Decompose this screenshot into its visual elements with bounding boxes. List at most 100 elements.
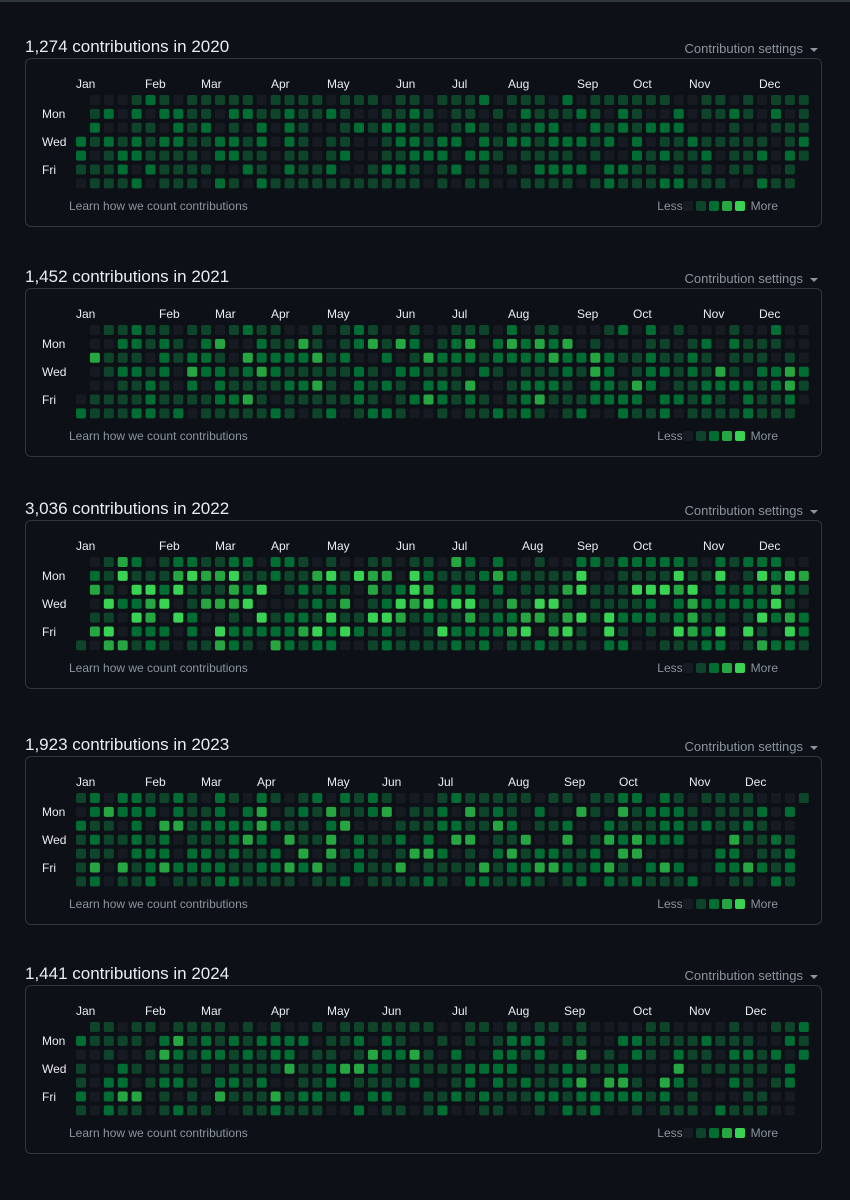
day-cell [701, 1022, 712, 1032]
day-cell [145, 164, 156, 175]
day-cell [173, 570, 184, 581]
learn-how-we-count-link[interactable]: Learn how we count contributions [69, 199, 248, 213]
day-cell [215, 1035, 225, 1046]
day-cell [520, 108, 531, 119]
day-cell [645, 626, 656, 637]
day-cell [145, 394, 156, 405]
day-cell [548, 1049, 559, 1060]
day-cell [771, 612, 781, 623]
day-cell [673, 612, 684, 623]
day-cell [757, 598, 768, 609]
day-cell [173, 584, 184, 595]
day-cell [298, 848, 309, 859]
day-cell [715, 1091, 726, 1102]
day-cell [506, 408, 517, 419]
day-cell [256, 834, 267, 845]
day-cell [228, 366, 239, 377]
day-cell [270, 640, 281, 651]
day-cell [673, 1049, 684, 1060]
day-label-mon: Mon [42, 1034, 66, 1048]
day-cell [729, 834, 740, 845]
day-cell [729, 626, 740, 637]
day-cell [312, 380, 323, 391]
day-cell [89, 1049, 100, 1060]
contribution-settings-button[interactable]: Contribution settings [684, 503, 818, 518]
day-label-mon: Mon [42, 569, 66, 583]
day-cell [465, 366, 476, 377]
day-cell [270, 394, 281, 405]
day-cell [701, 122, 712, 133]
day-cell [89, 862, 100, 873]
day-cell [367, 557, 378, 567]
day-cell [729, 862, 740, 873]
day-cell [298, 584, 309, 595]
day-cell [409, 178, 420, 189]
day-cell [465, 150, 476, 161]
day-cell [145, 626, 156, 637]
contribution-calendar: Jan Feb Mar Apr May Jun Jul Aug Sep Oct … [25, 756, 822, 925]
legend-more-label: More [750, 897, 778, 911]
day-cell [548, 570, 559, 581]
day-cell [632, 626, 642, 637]
day-cell [326, 1063, 337, 1074]
day-cell [729, 1035, 740, 1046]
day-cell [701, 820, 712, 831]
day-cell [479, 862, 490, 873]
day-cell [645, 164, 656, 175]
day-cell [298, 136, 309, 147]
legend-level-3 [721, 201, 732, 211]
month-label-mar: Mar [215, 539, 236, 553]
learn-how-we-count-link[interactable]: Learn how we count contributions [69, 897, 248, 911]
day-cell [548, 806, 559, 817]
day-cell [798, 570, 809, 581]
learn-how-we-count-link[interactable]: Learn how we count contributions [69, 429, 248, 443]
day-cell [604, 1049, 615, 1060]
day-cell [354, 164, 364, 175]
day-cell [201, 820, 212, 831]
day-cell [798, 122, 809, 133]
day-cell [228, 1049, 239, 1060]
day-cell [159, 1022, 170, 1032]
day-cell [367, 338, 378, 349]
day-cell [367, 366, 378, 377]
day-cell [270, 1022, 281, 1032]
day-cell [493, 834, 503, 845]
day-cell [437, 325, 448, 335]
day-cell [548, 584, 559, 595]
day-cell [131, 640, 142, 651]
day-cell [618, 1035, 629, 1046]
day-cell [284, 1049, 295, 1060]
day-cell [437, 570, 448, 581]
day-cell [715, 394, 726, 405]
day-cell [103, 862, 114, 873]
day-cell [701, 1105, 712, 1116]
month-label-jun: Jun [396, 539, 416, 553]
contribution-settings-button[interactable]: Contribution settings [684, 968, 818, 983]
day-cell [256, 394, 267, 405]
learn-how-we-count-link[interactable]: Learn how we count contributions [69, 661, 248, 675]
day-cell [354, 834, 364, 845]
day-cell [715, 1022, 726, 1032]
day-cell [590, 150, 601, 161]
day-cell [187, 338, 198, 349]
day-cell [173, 366, 184, 377]
day-cell [270, 325, 281, 335]
contribution-settings-button[interactable]: Contribution settings [684, 271, 818, 286]
contribution-settings-button[interactable]: Contribution settings [684, 41, 818, 56]
day-cell [381, 626, 392, 637]
day-cell [381, 178, 392, 189]
learn-how-we-count-link[interactable]: Learn how we count contributions [69, 1126, 248, 1140]
day-cell [687, 806, 698, 817]
day-cell [131, 178, 142, 189]
day-cell [701, 150, 712, 161]
day-cell [423, 848, 434, 859]
day-cell [451, 793, 462, 803]
contribution-settings-button[interactable]: Contribution settings [684, 739, 818, 754]
day-cell [395, 178, 406, 189]
day-cell [228, 380, 239, 391]
day-cell [284, 352, 295, 363]
day-cell [604, 820, 615, 831]
day-cell [520, 793, 531, 803]
day-cell [590, 408, 601, 419]
day-cell [256, 806, 267, 817]
